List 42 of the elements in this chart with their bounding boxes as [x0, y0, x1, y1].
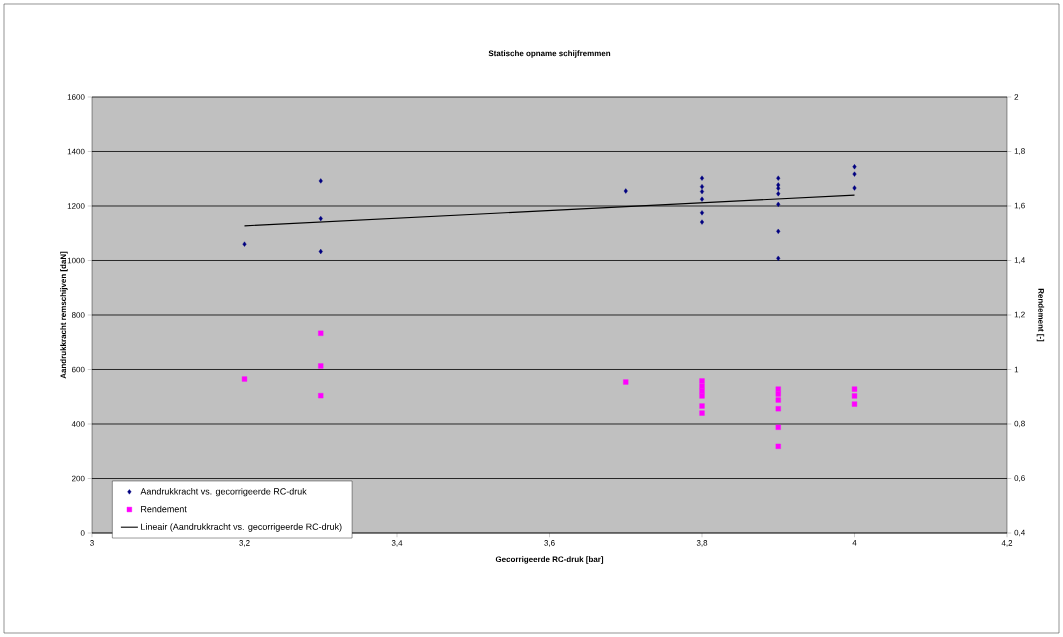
point	[775, 424, 781, 430]
point	[318, 363, 324, 369]
point	[699, 378, 705, 384]
point	[852, 164, 857, 170]
legend-label: Rendement	[141, 505, 187, 513]
point	[776, 201, 781, 207]
point	[775, 443, 781, 449]
point	[318, 178, 323, 184]
point	[699, 410, 705, 416]
point	[699, 393, 705, 399]
point	[776, 228, 781, 234]
point	[318, 248, 323, 255]
point	[851, 393, 858, 399]
legend-label: Lineair (Aandrukkracht vs. gecorrigeerde RC-druk)	[141, 523, 342, 532]
point	[699, 388, 705, 394]
point	[318, 215, 323, 222]
point	[776, 175, 781, 181]
point	[775, 391, 781, 397]
point	[699, 403, 705, 409]
point	[318, 393, 324, 399]
point	[700, 196, 704, 202]
point	[242, 241, 247, 247]
point	[623, 379, 629, 385]
point	[852, 171, 857, 177]
point	[851, 386, 858, 392]
point	[776, 255, 781, 261]
legend-label: Aandrukkracht vs. gecorrigeerde RC-druk	[140, 487, 307, 497]
point	[700, 175, 704, 181]
point	[699, 383, 705, 389]
point	[775, 397, 781, 403]
point	[776, 191, 781, 197]
point	[241, 376, 248, 382]
point	[851, 401, 858, 407]
point	[623, 188, 628, 194]
point	[700, 210, 704, 216]
point	[776, 185, 781, 191]
point	[700, 219, 704, 225]
point	[852, 185, 857, 191]
point	[775, 406, 781, 412]
point	[318, 330, 324, 336]
point	[700, 184, 704, 190]
point	[775, 386, 781, 392]
